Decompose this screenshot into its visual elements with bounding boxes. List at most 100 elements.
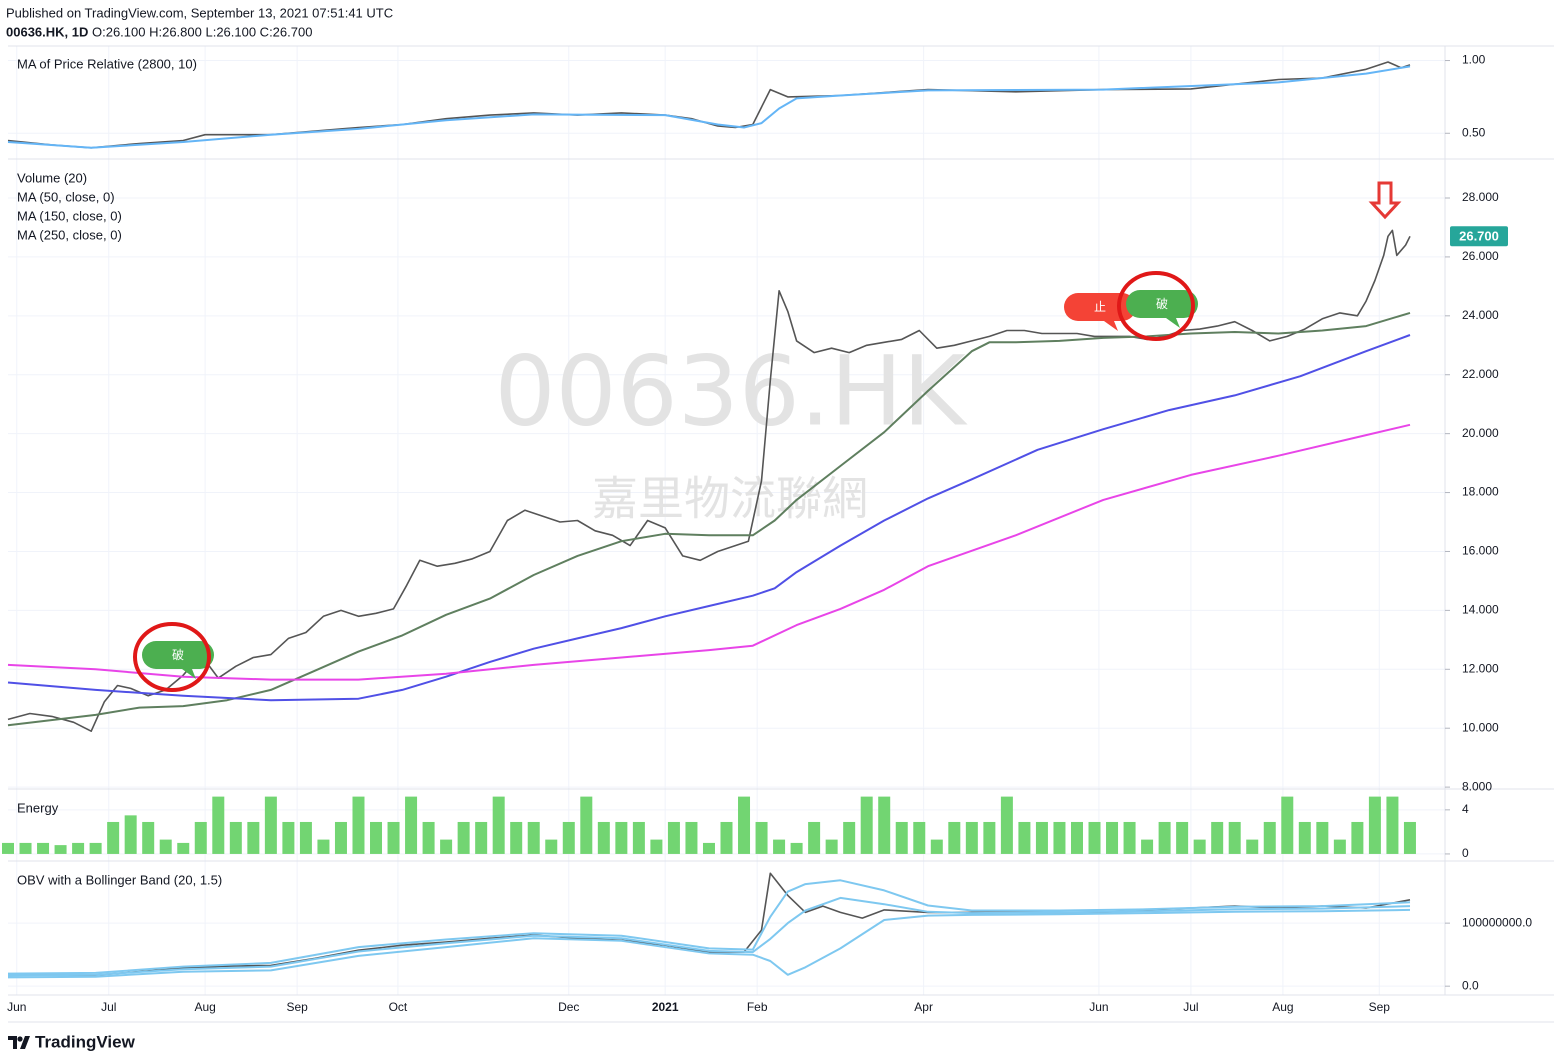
x-tick-label: Jul xyxy=(101,1000,116,1014)
y-tick-label: 0 xyxy=(1462,846,1469,860)
energy-bar xyxy=(1123,821,1136,854)
x-tick-label: Feb xyxy=(747,1000,768,1014)
energy-bar xyxy=(475,821,488,854)
marks-layer: 破止破 xyxy=(2,61,1416,979)
annotation-bubble xyxy=(1126,290,1198,328)
logo-mark xyxy=(8,1036,30,1049)
energy-bar xyxy=(1263,821,1276,854)
energy-bar xyxy=(913,821,926,854)
energy-bar xyxy=(1088,821,1101,854)
energy-bar xyxy=(212,796,225,854)
x-tick-label: Sep xyxy=(1369,1000,1391,1014)
energy-bar xyxy=(72,842,85,854)
series-line xyxy=(7,229,1411,732)
energy-bar xyxy=(440,839,453,854)
energy-bar xyxy=(948,821,961,854)
symbol: 00636.HK, 1D xyxy=(6,24,88,39)
energy-bar xyxy=(825,839,838,854)
legend-entry: MA (150, close, 0) xyxy=(17,208,122,223)
x-tick-label: Sep xyxy=(286,1000,308,1014)
energy-bar xyxy=(2,842,14,854)
energy-bar xyxy=(247,821,260,854)
energy-bar xyxy=(773,839,786,854)
energy-bar xyxy=(790,842,803,854)
energy-bar xyxy=(1106,821,1119,854)
y-tick-label: 18.000 xyxy=(1462,485,1499,499)
energy-bar xyxy=(895,821,908,854)
energy-bar xyxy=(1351,821,1364,854)
energy-bar xyxy=(457,821,470,854)
energy-bar xyxy=(615,821,628,854)
y-tick-label: 16.000 xyxy=(1462,544,1499,558)
energy-bar xyxy=(1298,821,1311,854)
x-tick-label: Oct xyxy=(389,1000,408,1014)
pane-title: OBV with a Bollinger Band (20, 1.5) xyxy=(17,872,222,887)
energy-bar xyxy=(702,842,715,854)
frame-layer: Jun Jul Aug Sep Oct Dec 2021 Feb Apr Jun Jul Aug Sep… xyxy=(7,45,1554,1023)
y-tick-label: 28.000 xyxy=(1462,190,1499,204)
energy-bar xyxy=(177,842,190,854)
energy-bar xyxy=(124,815,137,854)
energy-bar xyxy=(1211,821,1224,854)
pane-subtitle: Volume (20) xyxy=(17,170,87,185)
y-tick-label: 8.000 xyxy=(1462,779,1492,793)
energy-bar xyxy=(860,796,873,854)
footer-logo: TradingView xyxy=(8,1032,136,1051)
energy-bar xyxy=(264,796,277,854)
energy-bar xyxy=(580,796,593,854)
energy-bar xyxy=(1316,821,1329,854)
watermark: 00636.HK xyxy=(494,335,967,447)
y-tick-label: 100000000.0 xyxy=(1462,915,1532,929)
energy-bar xyxy=(1403,821,1416,854)
energy-bar xyxy=(317,839,330,854)
energy-bar xyxy=(1281,796,1294,854)
y-tick-label: 22.000 xyxy=(1462,367,1499,381)
energy-bar xyxy=(1368,796,1381,854)
energy-bar xyxy=(422,821,435,854)
energy-bar xyxy=(597,821,610,854)
legend-entry: MA (250, close, 0) xyxy=(17,227,122,242)
energy-bar xyxy=(107,821,120,854)
arrow xyxy=(1368,181,1402,220)
energy-bar xyxy=(229,821,242,854)
y-tick-label: 24.000 xyxy=(1462,308,1499,322)
energy-bar xyxy=(1035,821,1048,854)
ohlc: O:26.100 H:26.800 L:26.100 C:26.700 xyxy=(92,24,312,39)
y-tick-label: 0.50 xyxy=(1462,125,1486,139)
energy-bar xyxy=(878,796,891,854)
annotation-bubble xyxy=(142,641,214,679)
energy-bar xyxy=(142,821,155,854)
energy-bar xyxy=(19,842,32,854)
watermark: 嘉里物流聯網 xyxy=(592,472,868,526)
annotation-arrow xyxy=(1368,181,1402,220)
energy-bar xyxy=(1053,821,1066,854)
x-tick-label: Aug xyxy=(1272,1000,1293,1014)
watermark-layer: 00636.HK 嘉里物流聯網 xyxy=(494,335,967,525)
energy-bar xyxy=(965,821,978,854)
x-tick-label: Jul xyxy=(1183,1000,1198,1014)
energy-bar xyxy=(667,821,680,854)
y-tick-label: 10.000 xyxy=(1462,720,1499,734)
energy-bar xyxy=(1246,839,1259,854)
last-price-label: 26.700 xyxy=(1459,229,1499,244)
series-line xyxy=(7,908,1411,979)
energy-bar xyxy=(808,821,821,854)
energy-bar xyxy=(1386,796,1399,854)
energy-bar xyxy=(650,839,663,854)
series-line xyxy=(7,334,1411,702)
energy-bar xyxy=(930,839,943,854)
y-tick-label: 14.000 xyxy=(1462,603,1499,617)
energy-bar xyxy=(755,821,768,854)
y-tick-label: 1.00 xyxy=(1462,53,1486,67)
annotation-text: 破 xyxy=(172,647,184,662)
energy-bar xyxy=(632,821,645,854)
energy-bar xyxy=(1158,821,1171,854)
energy-bar xyxy=(545,839,558,854)
annotation-circle xyxy=(1117,271,1195,341)
energy-bar xyxy=(37,842,50,854)
energy-bar xyxy=(299,821,312,854)
energy-bar xyxy=(492,796,505,854)
y-tick-label: 26.000 xyxy=(1462,249,1499,263)
